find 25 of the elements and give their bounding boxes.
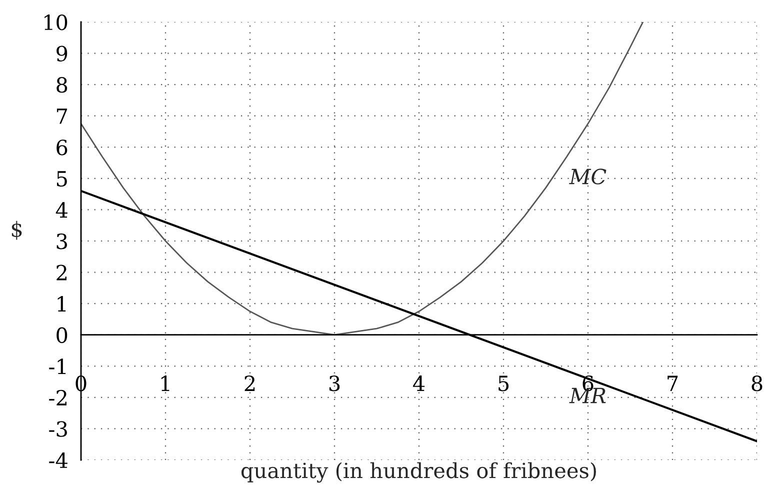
x-tick-label: 5 [498,376,509,392]
x-tick-label: 7 [668,376,678,391]
x-tick-label: 2 [244,376,255,391]
y-tick-label: 10 [44,14,68,30]
y-tick-label: 2 [56,264,66,280]
y-tick-label: 7 [56,108,67,124]
x-axis-title: quantity (in hundreds of fribnees) [241,462,596,483]
y-tick-label: 0 [56,327,68,344]
x-tick-label: 8 [752,376,762,392]
y-tick-label: 6 [56,140,68,156]
x-tick-label: 1 [161,376,170,391]
y-axis-title: $ [12,220,22,240]
x-tick-label: 4 [413,376,425,391]
y-tick-label: -2 [49,390,66,406]
y-tick-label: 4 [56,202,68,218]
y-tick-label: 5 [57,171,67,187]
y-tick-label: 8 [56,77,68,93]
y-tick-label: 1 [58,296,66,312]
y-tick-label: -1 [49,358,66,374]
y-tick-label: -3 [49,421,67,437]
x-tick-label: 3 [329,376,340,392]
y-tick-label: 9 [56,46,68,62]
annotation: MC [569,168,606,184]
y-tick-label: -4 [49,452,68,468]
y-tick-label: 3 [56,233,67,250]
